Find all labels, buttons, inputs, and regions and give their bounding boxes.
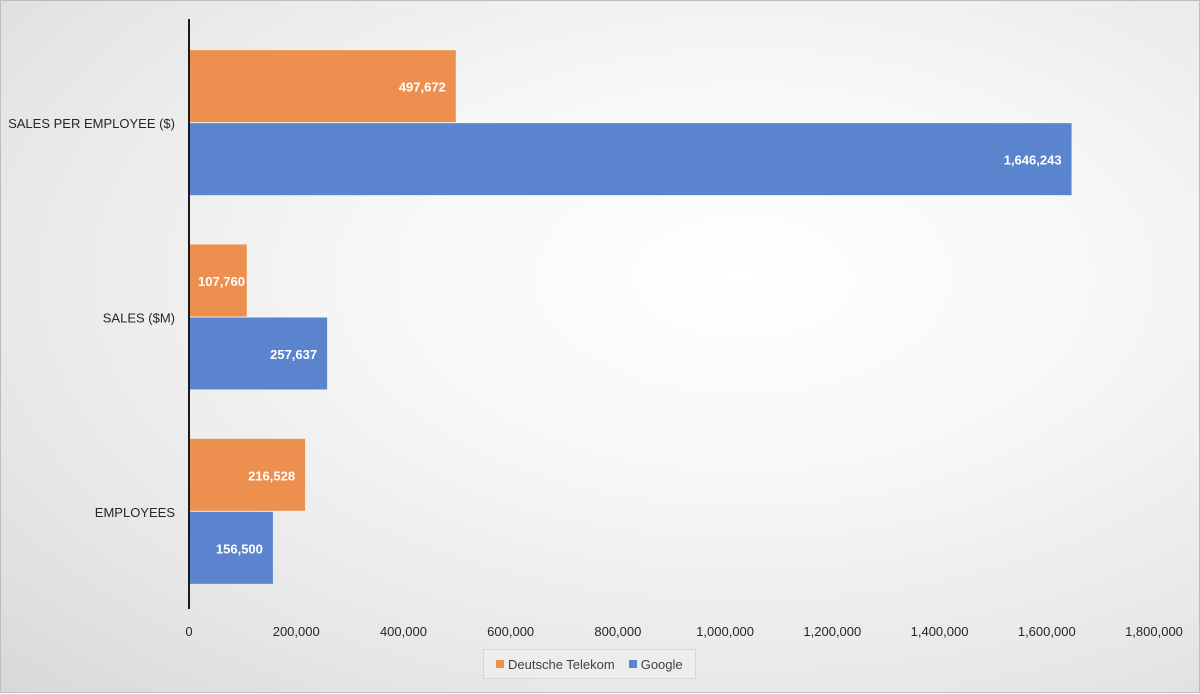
category-label: EMPLOYEES [95, 505, 176, 520]
x-tick-label: 1,800,000 [1125, 624, 1183, 639]
x-tick-label: 1,600,000 [1018, 624, 1076, 639]
data-label: 257,637 [270, 347, 317, 362]
data-label: 216,528 [248, 468, 295, 483]
legend-label-series-0: Deutsche Telekom [508, 656, 615, 672]
data-label: 1,646,243 [1004, 153, 1062, 168]
bar [189, 438, 306, 511]
legend-item-series-0: Deutsche Telekom [496, 657, 615, 672]
legend: Deutsche Telekom Google [483, 649, 696, 679]
bar [189, 123, 1072, 196]
legend-swatch-series-1 [628, 660, 637, 668]
legend-swatch-series-0 [496, 660, 504, 668]
legend-item-series-1: Google [628, 656, 683, 672]
bar [189, 50, 456, 123]
x-tick-label: 1,400,000 [911, 624, 969, 639]
x-tick-label: 1,000,000 [696, 624, 754, 639]
data-label: 497,672 [399, 80, 446, 95]
legend-label-series-1: Google [640, 656, 683, 672]
x-tick-label: 600,000 [487, 624, 534, 639]
category-label: SALES ($M) [103, 311, 175, 326]
category-label: SALES PER EMPLOYEE ($) [8, 116, 175, 131]
x-tick-label: 1,200,000 [803, 624, 861, 639]
bar [189, 511, 273, 584]
x-tick-label: 400,000 [380, 624, 427, 639]
x-tick-label: 200,000 [273, 624, 320, 639]
data-label: 156,500 [216, 541, 263, 556]
x-tick-label: 0 [185, 624, 192, 639]
data-label: 107,760 [198, 274, 245, 289]
bar [189, 317, 328, 390]
bar [189, 244, 247, 317]
x-tick-label: 800,000 [594, 624, 641, 639]
